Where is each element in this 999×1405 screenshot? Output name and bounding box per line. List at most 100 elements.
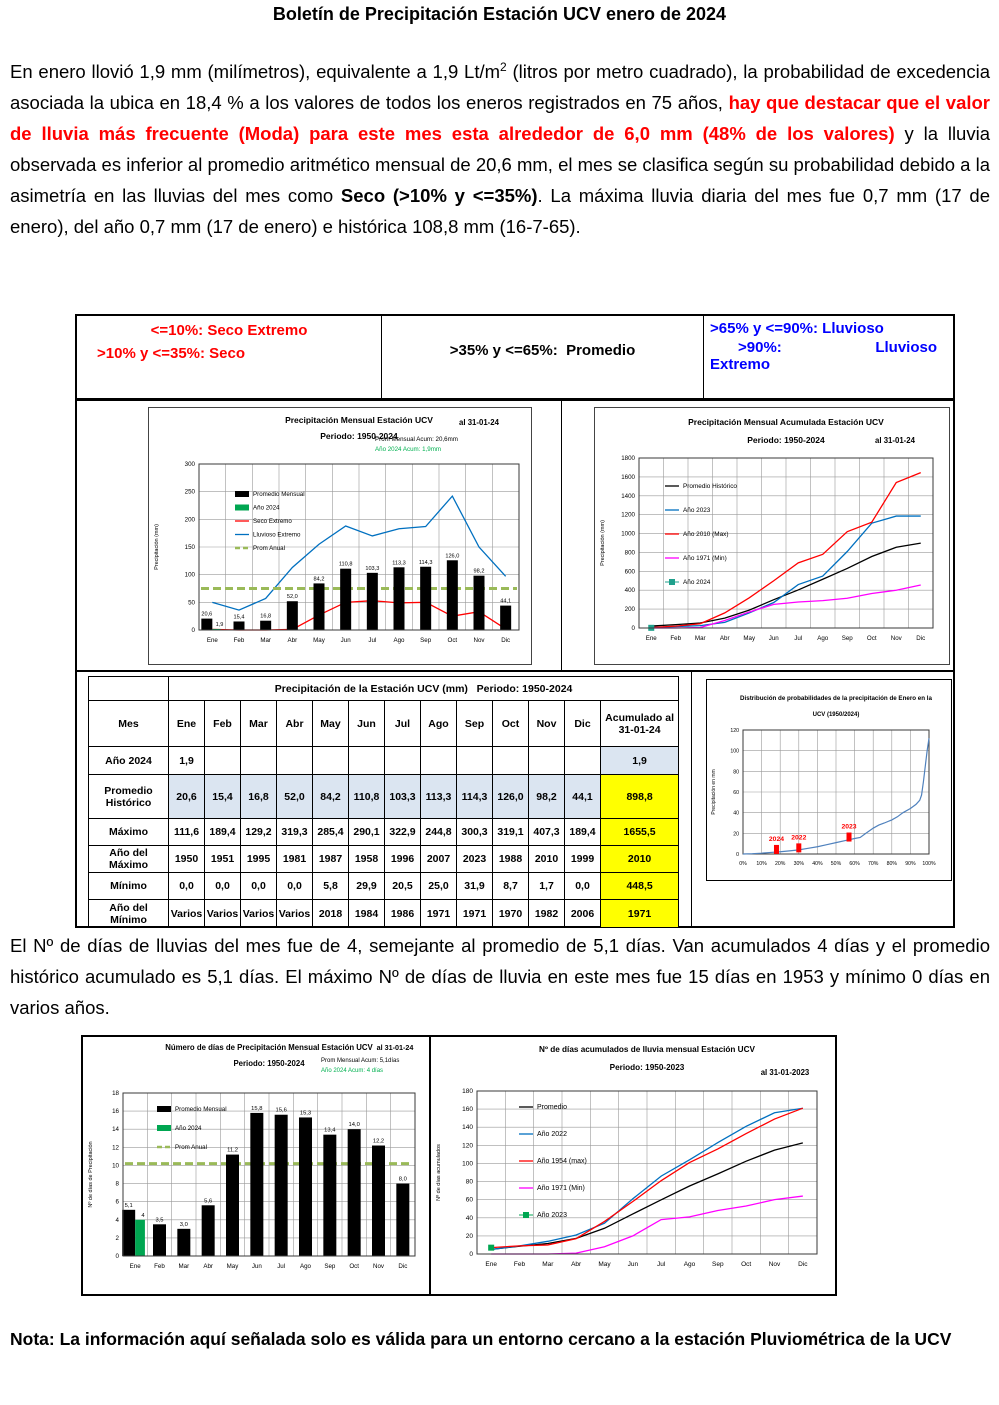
svg-text:4: 4 — [116, 1217, 120, 1224]
svg-text:13,4: 13,4 — [324, 1128, 336, 1134]
svg-text:Feb: Feb — [234, 637, 245, 644]
svg-text:Año 2023: Año 2023 — [683, 507, 711, 514]
svg-text:250: 250 — [185, 489, 196, 496]
svg-text:Año 1971 (Min): Año 1971 (Min) — [683, 555, 727, 562]
svg-text:Nov: Nov — [473, 637, 485, 644]
svg-text:Periodo: 1950-2024: Periodo: 1950-2024 — [320, 431, 398, 441]
table-cell: 1984 — [348, 899, 385, 928]
svg-text:Dic: Dic — [501, 637, 510, 644]
svg-text:Oct: Oct — [448, 637, 458, 644]
table-cell: 2006 — [564, 899, 601, 928]
svg-text:al 31-01-24: al 31-01-24 — [377, 1043, 414, 1052]
classification-wet-cell: >65% y <=90%: Lluvioso >90%: Lluvioso Ext… — [704, 316, 953, 398]
svg-text:May: May — [598, 1261, 611, 1268]
table-cell: 407,3 — [528, 818, 565, 846]
svg-text:5,1: 5,1 — [125, 1203, 133, 1209]
svg-text:Promedio: Promedio — [537, 1104, 567, 1111]
svg-text:Año 2023: Año 2023 — [537, 1212, 567, 1219]
table-cell: 103,3 — [384, 774, 421, 819]
svg-text:4: 4 — [141, 1213, 145, 1219]
acum-cell: 1971 — [599, 899, 680, 928]
svg-text:140: 140 — [462, 1124, 473, 1131]
table-cell: 5,8 — [312, 872, 349, 900]
table-cell: 2023 — [456, 845, 493, 873]
svg-text:Feb: Feb — [514, 1261, 526, 1268]
table-cell — [348, 746, 385, 775]
svg-text:70%: 70% — [868, 861, 879, 867]
acum-cell: 898,8 — [599, 774, 680, 819]
svg-text:Abr: Abr — [203, 1263, 213, 1270]
table-cell: 20,5 — [384, 872, 421, 900]
acum-cell: 1655,5 — [599, 818, 680, 846]
table-cell: 110,8 — [348, 774, 385, 819]
svg-text:90%: 90% — [905, 861, 916, 867]
svg-text:50%: 50% — [831, 861, 842, 867]
svg-text:Año 2022: Año 2022 — [537, 1131, 567, 1138]
svg-text:14,0: 14,0 — [349, 1122, 360, 1128]
table-cell: Varios — [240, 899, 277, 928]
table-cell: 285,4 — [312, 818, 349, 846]
svg-text:20: 20 — [733, 831, 739, 837]
svg-text:11,2: 11,2 — [227, 1148, 238, 1154]
svg-text:Prom Anual: Prom Anual — [175, 1144, 207, 1151]
table-title: Precipitación de la Estación UCV (mm) Pe… — [167, 676, 680, 701]
classification-dry-cell: <=10%: Seco Extremo >10% y <=35%: Seco — [77, 316, 382, 398]
svg-text:200: 200 — [625, 606, 636, 613]
svg-text:Mar: Mar — [179, 1263, 190, 1270]
acum-cell: 2010 — [599, 845, 680, 873]
svg-text:Precipitación (mm): Precipitación (mm) — [600, 520, 606, 566]
row-label: Mínimo — [88, 872, 169, 900]
svg-text:0: 0 — [736, 852, 739, 858]
table-cell: 1981 — [276, 845, 313, 873]
table-cell: 1970 — [492, 899, 529, 928]
svg-text:0: 0 — [192, 627, 196, 634]
table-cell: 1950 — [168, 845, 205, 873]
column-header-month: Jul — [384, 700, 421, 747]
bottom-charts-panel — [81, 1035, 837, 1296]
table-cell: 300,3 — [456, 818, 493, 846]
svg-text:Jun: Jun — [252, 1263, 263, 1270]
svg-text:160: 160 — [462, 1106, 473, 1113]
table-cell — [456, 746, 493, 775]
svg-text:Nº de días de Precipitación: Nº de días de Precipitación — [87, 1141, 94, 1207]
monthly-precipitation-svg: Precipitación Mensual Estación UCV Period… — [154, 415, 520, 644]
precipitation-table-wrapper: Precipitación de la Estación UCV (mm) Pe… — [88, 676, 680, 928]
table-cell: 15,4 — [204, 774, 241, 819]
classification-wet-extreme-b: Lluvioso — [875, 339, 937, 356]
table-cell: Varios — [276, 899, 313, 928]
svg-text:3,0: 3,0 — [180, 1222, 188, 1228]
table-cell — [564, 746, 601, 775]
svg-text:UCV (1950/2024): UCV (1950/2024) — [813, 712, 860, 718]
svg-text:Distribución de probabilidades: Distribución de probabilidades de la pre… — [740, 696, 933, 702]
rain-days-paragraph: El Nº de días de lluvias del mes fue de … — [10, 935, 990, 1018]
svg-text:1800: 1800 — [621, 455, 635, 462]
svg-text:180: 180 — [462, 1088, 473, 1095]
table-cell: 1986 — [384, 899, 421, 928]
svg-text:Feb: Feb — [670, 635, 681, 642]
svg-text:Abr: Abr — [720, 635, 730, 642]
svg-text:113,3: 113,3 — [392, 560, 406, 566]
svg-text:20: 20 — [466, 1233, 474, 1240]
bottom-panel-divider — [429, 1037, 431, 1294]
svg-text:100%: 100% — [922, 861, 936, 867]
svg-text:Año 2024 Acum: 1,9mm: Año 2024 Acum: 1,9mm — [375, 446, 441, 453]
svg-text:Año 2010 (Max): Año 2010 (Max) — [683, 531, 728, 538]
svg-text:Prom Anual: Prom Anual — [253, 545, 285, 552]
svg-text:Nº de días acumulados: Nº de días acumulados — [435, 1144, 442, 1201]
svg-text:Mar: Mar — [260, 637, 271, 644]
svg-text:Lluvioso Extremo: Lluvioso Extremo — [253, 532, 301, 539]
table-cell: 2010 — [528, 845, 565, 873]
svg-text:Periodo: 1950-2024: Periodo: 1950-2024 — [747, 435, 825, 445]
svg-text:2: 2 — [116, 1235, 120, 1242]
svg-text:98,2: 98,2 — [474, 569, 485, 575]
svg-text:44,1: 44,1 — [500, 599, 511, 605]
svg-text:8: 8 — [116, 1181, 120, 1188]
table-cell: 322,9 — [384, 818, 421, 846]
svg-text:Prom Mensual Acum: 5,1días: Prom Mensual Acum: 5,1días — [321, 1058, 399, 1064]
svg-text:May: May — [743, 635, 756, 642]
svg-text:Jul: Jul — [368, 637, 376, 644]
svg-text:10%: 10% — [756, 861, 767, 867]
svg-text:Año 2024: Año 2024 — [253, 505, 280, 512]
svg-text:84,2: 84,2 — [314, 576, 325, 582]
